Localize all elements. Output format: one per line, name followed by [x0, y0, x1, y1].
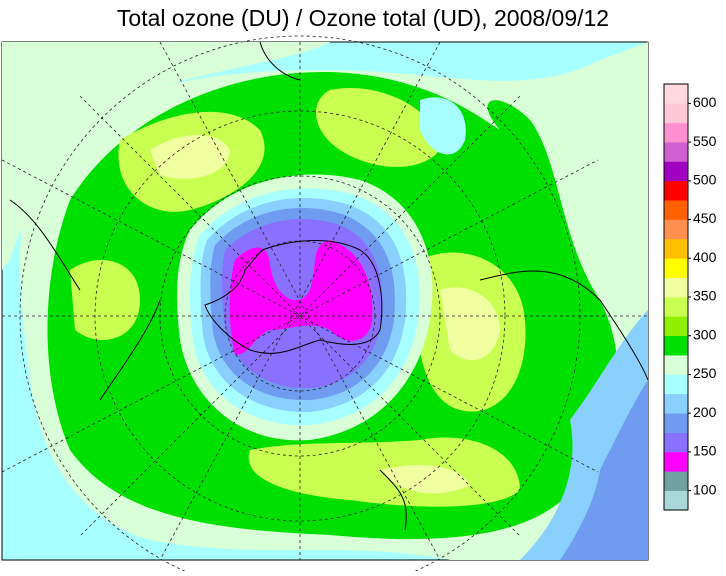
tick-label: 350	[693, 288, 717, 304]
tick-label: 550	[693, 133, 717, 149]
colorbar-cell	[664, 103, 688, 124]
tick-label: 300	[693, 326, 717, 342]
tick-label: 150	[693, 443, 717, 459]
tick-label: 500	[693, 172, 717, 188]
tick-label: 200	[693, 404, 717, 420]
colorbar-cell	[664, 374, 688, 395]
colorbar-cell	[664, 200, 688, 220]
colorbar-cell	[664, 258, 688, 278]
colorbar-cell	[664, 355, 688, 375]
chart-title: Total ozone (DU) / Ozone total (UD), 200…	[117, 5, 609, 31]
colorbar-cell	[664, 122, 688, 143]
colorbar-cell	[664, 335, 688, 356]
colorbar-cell	[664, 432, 688, 453]
colorbar-cell	[664, 142, 688, 162]
colorbar: 100 150 200 250 300 350 400 450 500 550 600	[663, 83, 717, 511]
tick-label: 400	[693, 249, 717, 265]
colorbar-cell	[664, 180, 688, 201]
tick-label: 600	[693, 94, 717, 110]
colorbar-cell	[664, 277, 688, 298]
colorbar-cell	[664, 161, 688, 182]
colorbar-cell	[664, 219, 688, 240]
colorbar-cell	[664, 451, 688, 472]
colorbar-cell	[664, 316, 688, 337]
ozone-map	[1, 35, 649, 576]
colorbar-cell	[664, 84, 688, 104]
colorbar-cell	[664, 238, 688, 259]
tick-label: 450	[693, 210, 717, 226]
colorbar-cell	[664, 413, 688, 433]
colorbar-cell	[664, 471, 688, 491]
colorbar-cell	[664, 393, 688, 414]
colorbar-cell	[664, 490, 688, 511]
colorbar-cell	[664, 297, 688, 317]
tick-label: 100	[693, 481, 717, 497]
tick-label: 250	[693, 365, 717, 381]
